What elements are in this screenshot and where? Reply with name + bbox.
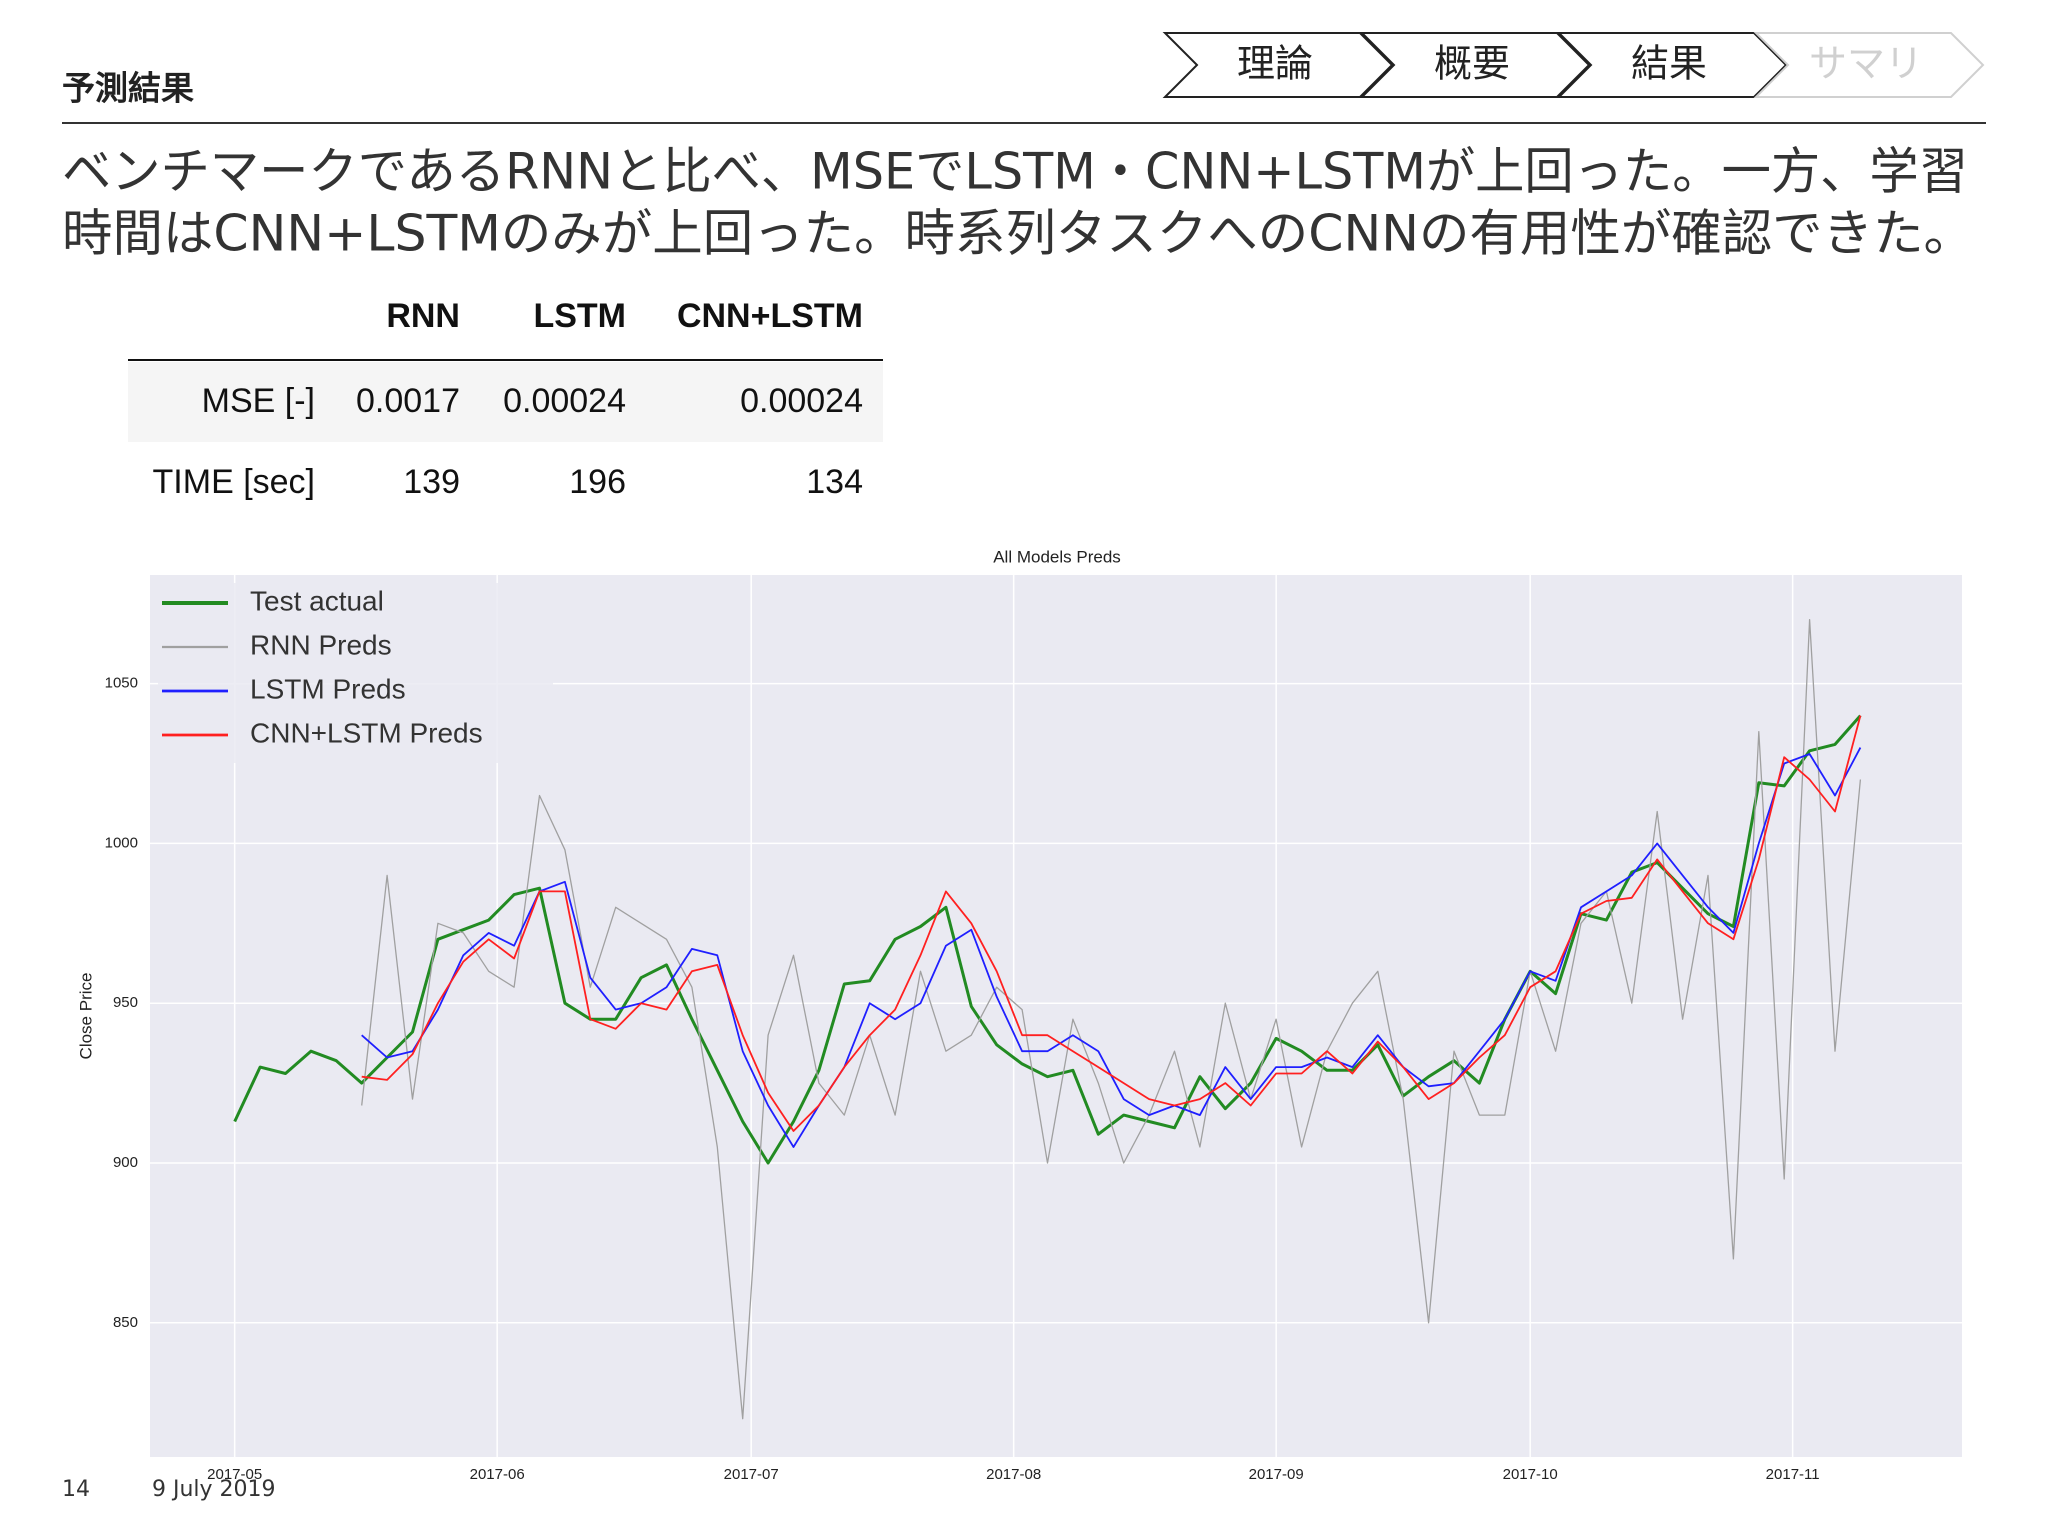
cell: 0.0017	[356, 382, 460, 420]
y-axis-label: Close Price	[76, 973, 95, 1060]
nav-step[interactable]	[1556, 32, 1788, 98]
nav-label[interactable]: 概要	[1434, 42, 1510, 86]
x-tick-label: 2017-08	[986, 1466, 1041, 1483]
section-title: 予測結果	[62, 69, 194, 108]
y-tick-label: 1050	[105, 675, 138, 692]
legend-label: RNN Preds	[250, 629, 392, 660]
series-line	[361, 619, 1862, 1420]
series-line	[361, 715, 1862, 1132]
cell: 0.00024	[740, 382, 863, 420]
y-tick-label: 950	[113, 994, 138, 1011]
chart-title: All Models Preds	[993, 547, 1121, 566]
legend-label: CNN+LSTM Preds	[250, 717, 483, 748]
x-tick-label: 2017-05	[207, 1466, 262, 1483]
nav-step[interactable]	[1162, 32, 1394, 98]
cell: 0.00024	[503, 382, 626, 420]
cell: 139	[403, 463, 460, 501]
legend-label: LSTM Preds	[250, 673, 406, 704]
series-line	[233, 714, 1862, 1165]
column-header: CNN+LSTM	[677, 297, 863, 335]
nav: 理論 概要 結果 サマリ	[1162, 32, 1985, 98]
legend-box	[158, 583, 553, 763]
cell: 134	[806, 463, 863, 501]
y-tick-label: 1000	[105, 834, 138, 851]
y-tick-label: 850	[113, 1314, 138, 1331]
chart: All Models Preds Close Price 850 900 950 10…	[76, 547, 1962, 1483]
y-tick-label: 900	[113, 1154, 138, 1171]
x-tick-label: 2017-11	[1766, 1466, 1820, 1483]
footer-date: 9 July 2019	[152, 1477, 276, 1502]
cell: 196	[569, 463, 626, 501]
results-table: RNN LSTM CNN+LSTM MSE [-] 0.0017 0.00024…	[128, 297, 883, 501]
page-number: 14	[62, 1477, 90, 1502]
row-label: MSE [-]	[202, 382, 315, 420]
nav-label[interactable]: 理論	[1237, 42, 1313, 86]
body-text: 時間はCNN+LSTMのみが上回った。時系列タスクへのCNNの有用性が確認できた…	[62, 205, 1974, 263]
nav-label[interactable]: 結果	[1631, 42, 1707, 86]
legend: Test actual RNN Preds LSTM Preds CNN+LSTM P…	[158, 583, 553, 763]
body-text: ベンチマークであるRNNと比べ、MSEでLSTM・CNN+LSTMが上回った。一…	[62, 143, 1968, 201]
legend-label: Test actual	[250, 585, 384, 616]
x-tick-label: 2017-10	[1503, 1466, 1558, 1483]
row-stripe	[128, 362, 883, 442]
column-header: RNN	[386, 297, 460, 335]
nav-step[interactable]	[1753, 32, 1985, 98]
nav-step[interactable]	[1359, 32, 1591, 98]
nav-label[interactable]: サマリ	[1809, 42, 1923, 86]
column-header: LSTM	[533, 297, 626, 335]
x-tick-label: 2017-07	[724, 1466, 779, 1483]
x-tick-label: 2017-06	[470, 1466, 525, 1483]
row-label: TIME [sec]	[153, 463, 315, 501]
x-tick-label: 2017-09	[1249, 1466, 1304, 1483]
